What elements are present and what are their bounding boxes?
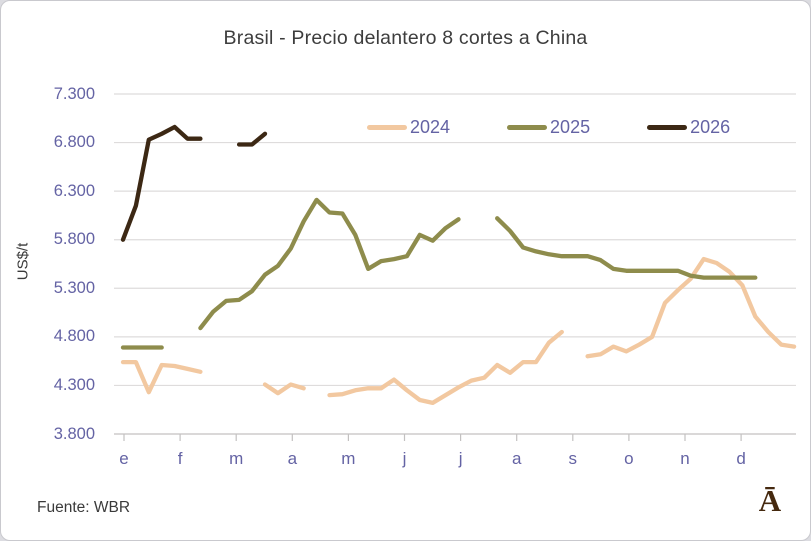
legend-item-2024: 2024 xyxy=(367,117,450,138)
x-tick-label: s xyxy=(568,449,578,468)
series-line-2025 xyxy=(495,216,758,280)
legend-item-2026: 2026 xyxy=(647,117,730,138)
y-tick-label: 6.800 xyxy=(53,133,95,152)
series-line-2025 xyxy=(198,197,461,331)
y-tick-label: 5.800 xyxy=(53,230,95,249)
x-tick-label: a xyxy=(287,449,298,468)
x-tick-label: j xyxy=(458,449,463,468)
legend-label: 2024 xyxy=(410,117,451,137)
logo-mark: Ā xyxy=(758,483,782,518)
y-tick-label: 3.800 xyxy=(53,424,95,443)
y-tick-label: 7.300 xyxy=(53,84,95,103)
x-tick-label: a xyxy=(511,449,522,468)
legend-item-2025: 2025 xyxy=(507,117,590,138)
series-line-2026 xyxy=(120,124,203,242)
x-tick-label: m xyxy=(341,449,356,468)
chart-title: Brasil - Precio delantero 8 cortes a Chi… xyxy=(223,27,588,49)
x-tick-label: m xyxy=(229,449,244,468)
x-tick-label: j xyxy=(402,449,407,468)
legend-swatch-2024 xyxy=(367,125,407,130)
legend-swatch-2025 xyxy=(507,125,548,130)
y-tick-label: 4.800 xyxy=(53,327,95,346)
x-tick-label: e xyxy=(119,449,129,468)
series-line-2026 xyxy=(236,131,268,147)
series-line-2024 xyxy=(262,382,306,396)
legend-label: 2025 xyxy=(550,117,591,137)
x-tick-label: o xyxy=(624,449,634,468)
source-note: Fuente: WBR xyxy=(37,499,131,516)
series-line-2024 xyxy=(120,359,203,395)
x-tick-label: n xyxy=(680,449,690,468)
y-tick-label: 5.300 xyxy=(53,278,95,297)
series-line-2024 xyxy=(327,329,564,406)
series-line-2024 xyxy=(585,256,797,359)
x-tick-label: d xyxy=(736,449,746,468)
x-tick-label: f xyxy=(177,449,183,468)
legend-label: 2026 xyxy=(690,117,731,137)
legend-swatch-2026 xyxy=(647,125,688,130)
legend: 2024 2025 2026 xyxy=(367,117,730,138)
y-tick-label: 6.300 xyxy=(53,181,95,200)
y-tick-label: 4.300 xyxy=(53,375,95,394)
